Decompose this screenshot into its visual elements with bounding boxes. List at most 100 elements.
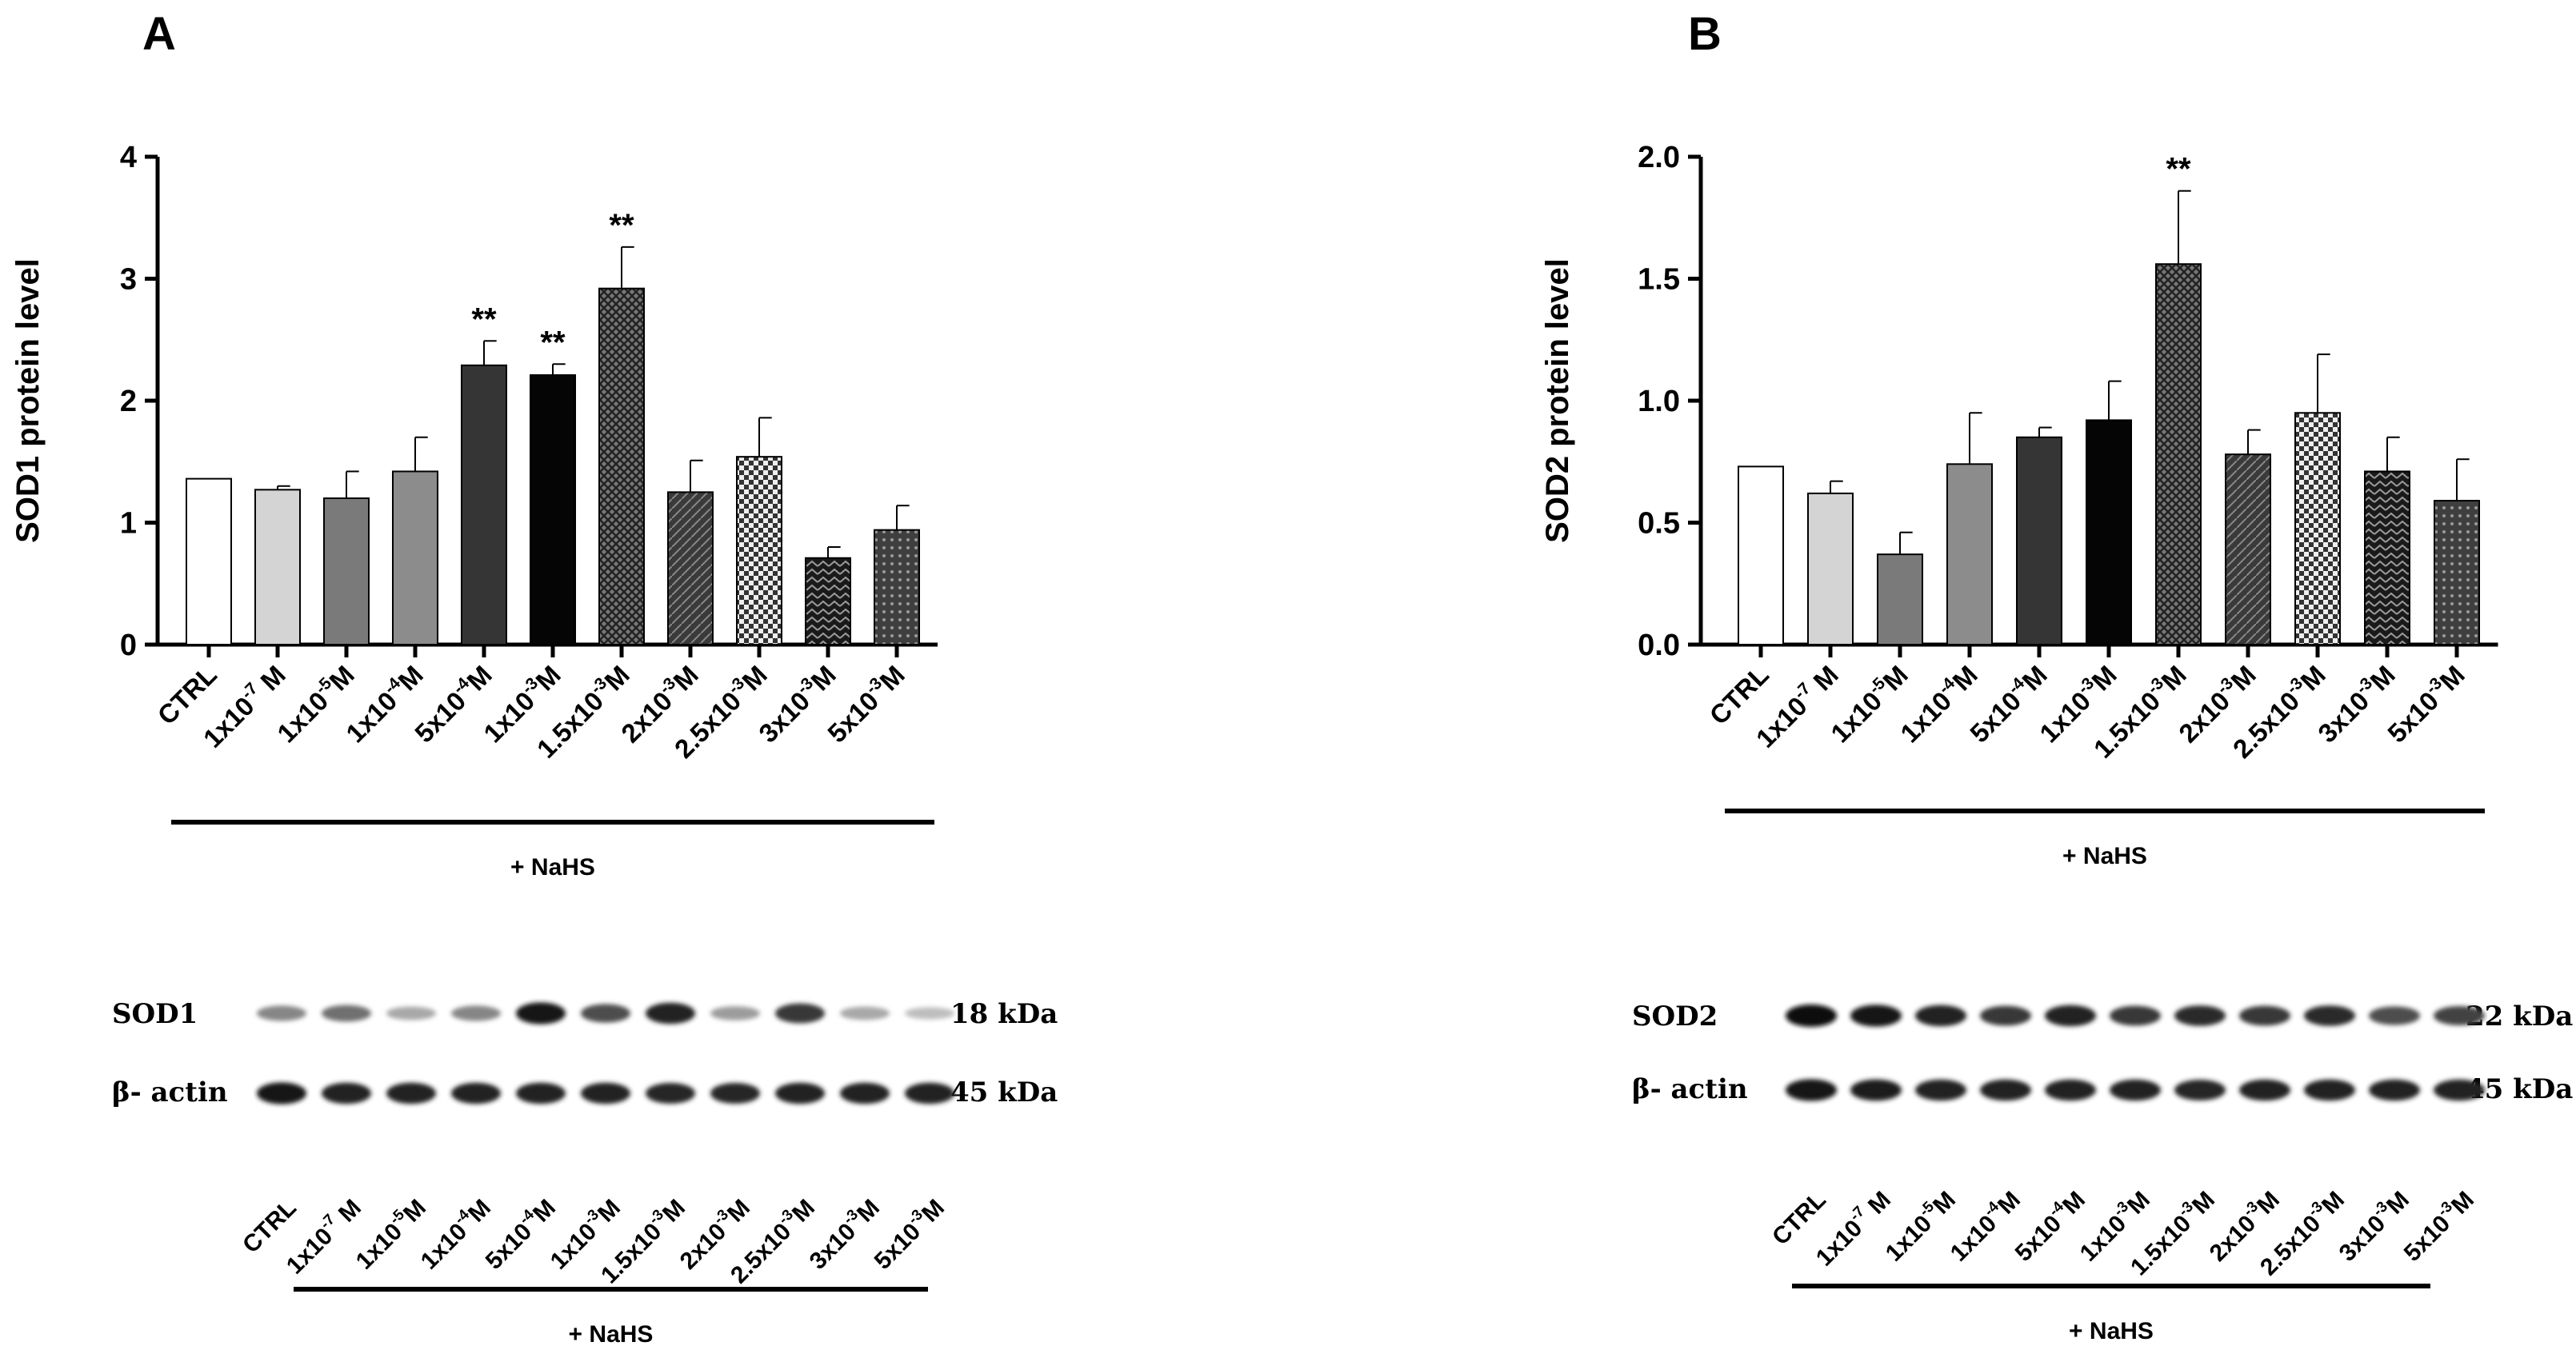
blot-band xyxy=(1850,1005,1902,1027)
bar xyxy=(2364,470,2410,646)
bar xyxy=(2086,419,2132,646)
x-tick-label: 5x10-3M xyxy=(2381,658,2470,748)
blot-band xyxy=(2239,1079,2290,1101)
blot-lane-label: 3x10-3M xyxy=(802,1192,885,1275)
blot-band xyxy=(386,1006,436,1020)
blot-band xyxy=(2045,1005,2096,1027)
x-tick-label: 1x10-5M xyxy=(270,658,360,748)
significance-marker: ** xyxy=(609,208,634,243)
group-label: + NaHS xyxy=(2062,843,2147,869)
blot-band xyxy=(1915,1079,1966,1101)
blot-band xyxy=(2174,1079,2226,1101)
blot-lane-label: 1x10-5M xyxy=(1878,1184,1961,1267)
blot-band xyxy=(2304,1005,2355,1026)
blot-band xyxy=(1850,1079,1902,1101)
blot-kda-label: 18 kDa xyxy=(950,998,1058,1030)
x-tick-label: 1x10-5M xyxy=(1824,658,1914,748)
blot-band xyxy=(386,1082,436,1104)
blot-band xyxy=(710,1006,760,1020)
bar xyxy=(2155,263,2202,645)
blot-row-label: SOD2 xyxy=(1632,1001,1718,1032)
blot-band xyxy=(581,1004,630,1023)
blot-lane-label: CTRL xyxy=(1767,1187,1831,1251)
bar xyxy=(874,529,920,646)
blot-band xyxy=(840,1006,890,1020)
blot-band xyxy=(646,1002,695,1024)
blot-band xyxy=(257,1005,306,1021)
blot-band xyxy=(322,1005,371,1022)
blot-lane-label: 5x10-4M xyxy=(2008,1184,2090,1267)
blot-band xyxy=(451,1082,501,1104)
bar xyxy=(186,477,232,645)
y-tick-label: 1.0 xyxy=(1638,385,1680,418)
bar xyxy=(1738,465,1784,645)
bar xyxy=(805,557,851,645)
bar xyxy=(736,456,782,646)
blot-group-label: + NaHS xyxy=(2069,1318,2154,1344)
blot-band xyxy=(581,1082,630,1104)
blot-lane-label: 5x10-3M xyxy=(867,1192,950,1275)
bar xyxy=(1807,492,1854,646)
blot-lane-label: 3x10-3M xyxy=(2332,1184,2414,1267)
bar xyxy=(2294,412,2341,645)
blot-band xyxy=(905,1007,954,1020)
blot-band xyxy=(516,1082,566,1104)
blot-lane-label: 5x10-3M xyxy=(2397,1184,2479,1267)
blot-band xyxy=(2434,1079,2485,1101)
blot-kda-label: 45 kDa xyxy=(950,1076,1058,1108)
x-tick-label: 3x10-3M xyxy=(2311,658,2401,748)
blot-band xyxy=(710,1082,760,1104)
y-tick-label: 2.0 xyxy=(1638,141,1680,174)
significance-marker: ** xyxy=(540,325,566,360)
bar xyxy=(461,364,507,645)
blot-band xyxy=(516,1002,566,1024)
bar xyxy=(2434,500,2480,645)
blot-row-label: β- actin xyxy=(1632,1073,1748,1105)
y-tick-label: 0.5 xyxy=(1638,507,1680,541)
blot-band xyxy=(2045,1079,2096,1101)
x-tick-label: 1x10-4M xyxy=(339,658,429,748)
significance-marker: ** xyxy=(2166,152,2191,187)
y-axis-label: SOD2 protein level xyxy=(1540,258,1575,543)
bar xyxy=(1877,553,1923,646)
y-tick-label: 4 xyxy=(120,141,137,174)
x-tick-label: 5x10-4M xyxy=(1963,658,2053,748)
blot-band xyxy=(322,1082,371,1104)
bar xyxy=(667,491,714,645)
bar xyxy=(530,373,576,645)
blot-group-label: + NaHS xyxy=(569,1321,654,1348)
blot-band xyxy=(1915,1005,1966,1027)
x-tick-label: 3x10-3M xyxy=(752,658,842,748)
blot-band xyxy=(840,1082,890,1104)
blot-band xyxy=(2110,1079,2161,1101)
blot-row-label: SOD1 xyxy=(112,998,198,1030)
y-tick-label: 0.0 xyxy=(1638,629,1680,662)
blot-lane-label: 1x10-4M xyxy=(1943,1184,2026,1267)
blot-band xyxy=(1786,1005,1837,1027)
y-axis-label: SOD1 protein level xyxy=(10,258,46,543)
bar xyxy=(392,470,438,646)
blot-band xyxy=(1980,1079,2031,1101)
blot-band xyxy=(2304,1079,2355,1101)
x-tick-label: 5x10-3M xyxy=(821,658,910,748)
y-tick-label: 0 xyxy=(120,629,137,662)
blot-lane-label: 5x10-4M xyxy=(478,1192,561,1275)
bar xyxy=(2225,453,2271,645)
blot-band xyxy=(775,1082,825,1104)
blot-band xyxy=(2369,1079,2420,1101)
blot-band xyxy=(2369,1006,2420,1025)
x-tick-label: 5x10-4M xyxy=(408,658,498,748)
blot-band xyxy=(2434,1006,2485,1025)
y-tick-label: 1.5 xyxy=(1638,263,1680,297)
blot-band xyxy=(257,1082,306,1104)
blot-band xyxy=(1980,1005,2031,1026)
blot-band xyxy=(646,1082,695,1104)
blot-lane-label: 1x10-4M xyxy=(414,1192,496,1275)
blot-lane-label: 1x10-5M xyxy=(349,1192,431,1275)
bar xyxy=(598,287,645,645)
blot-lane-label: CTRL xyxy=(238,1195,302,1259)
